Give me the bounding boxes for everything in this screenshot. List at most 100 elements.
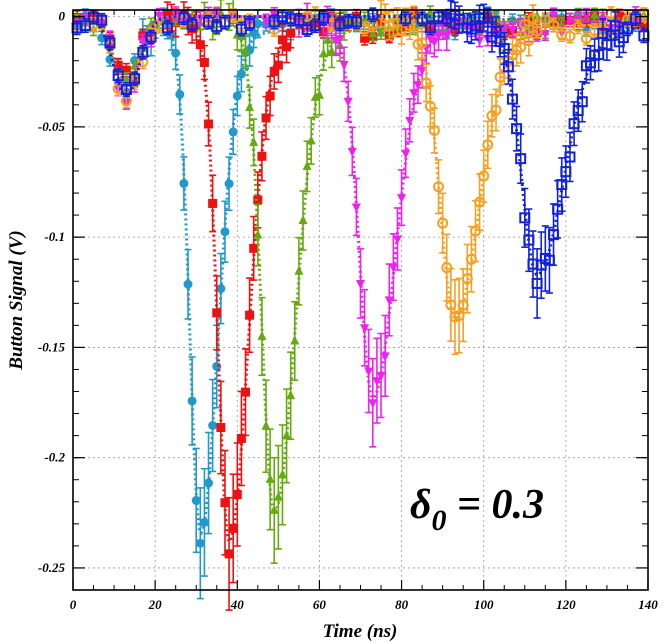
data-point bbox=[121, 73, 131, 83]
data-point bbox=[183, 279, 193, 289]
data-point bbox=[527, 12, 539, 24]
data-point bbox=[186, 19, 198, 31]
data-point bbox=[576, 96, 588, 108]
series-5 bbox=[71, 0, 650, 319]
data-point bbox=[232, 490, 242, 500]
data-point bbox=[105, 54, 115, 64]
data-point bbox=[392, 235, 402, 245]
data-point bbox=[216, 284, 226, 294]
data-point bbox=[368, 399, 378, 409]
data-point bbox=[219, 16, 231, 28]
data-point bbox=[359, 23, 371, 35]
data-point bbox=[129, 73, 141, 85]
data-point bbox=[282, 430, 292, 440]
data-point bbox=[298, 214, 308, 224]
data-point bbox=[433, 181, 445, 193]
y-tick-label: -0.05 bbox=[38, 119, 66, 134]
data-point bbox=[236, 433, 246, 443]
data-point bbox=[120, 84, 132, 96]
x-tick-label: 40 bbox=[230, 597, 245, 612]
x-tick-label: 80 bbox=[395, 597, 409, 612]
data-point bbox=[417, 66, 427, 76]
data-point bbox=[265, 473, 275, 483]
y-tick-label: -0.15 bbox=[38, 339, 66, 354]
data-point bbox=[531, 25, 543, 37]
data-point bbox=[437, 217, 449, 229]
data-point bbox=[241, 45, 250, 55]
data-point bbox=[343, 97, 353, 107]
x-tick-label: 120 bbox=[556, 597, 576, 612]
data-point bbox=[515, 41, 527, 53]
data-point bbox=[212, 11, 222, 21]
data-point bbox=[309, 20, 321, 32]
data-point bbox=[161, 22, 173, 34]
data-point bbox=[413, 81, 423, 91]
data-point bbox=[327, 45, 337, 55]
data-point bbox=[590, 9, 600, 19]
data-point bbox=[293, 14, 305, 26]
data-point bbox=[79, 20, 91, 32]
data-point bbox=[269, 504, 279, 514]
data-point bbox=[564, 151, 576, 163]
data-point bbox=[302, 160, 312, 170]
data-point bbox=[261, 420, 271, 430]
data-point bbox=[104, 37, 116, 49]
data-point bbox=[306, 135, 316, 145]
data-point bbox=[269, 66, 279, 76]
data-point bbox=[261, 17, 271, 27]
y-tick-label: 0 bbox=[59, 9, 66, 24]
data-point bbox=[245, 310, 255, 320]
data-point bbox=[212, 308, 222, 318]
data-point bbox=[286, 28, 296, 38]
data-point bbox=[290, 335, 300, 345]
data-point bbox=[232, 91, 242, 101]
data-point bbox=[364, 367, 374, 377]
data-point bbox=[145, 31, 157, 43]
data-point bbox=[372, 377, 382, 387]
delta-annotation: δ0 = 0.3 bbox=[410, 482, 544, 537]
annotation-symbol: δ bbox=[410, 482, 432, 528]
data-point bbox=[112, 70, 124, 82]
data-point bbox=[475, 36, 485, 46]
data-point bbox=[478, 170, 490, 182]
x-tick-label: 140 bbox=[638, 597, 658, 612]
data-point bbox=[154, 11, 164, 21]
data-point bbox=[277, 35, 287, 45]
data-point bbox=[121, 65, 131, 75]
data-point bbox=[401, 149, 411, 159]
data-point bbox=[347, 147, 357, 157]
data-point bbox=[199, 517, 209, 527]
data-point bbox=[425, 7, 435, 17]
data-point bbox=[195, 40, 205, 50]
y-tick-label: -0.2 bbox=[44, 450, 65, 465]
data-point bbox=[191, 495, 201, 505]
data-point bbox=[130, 60, 140, 70]
data-point bbox=[442, 32, 452, 42]
y-tick-label: -0.25 bbox=[38, 560, 66, 575]
data-point bbox=[199, 58, 209, 68]
data-point bbox=[425, 34, 435, 44]
data-point bbox=[519, 18, 531, 30]
data-point bbox=[470, 225, 481, 237]
data-point bbox=[204, 478, 214, 488]
data-point bbox=[548, 19, 560, 31]
data-point bbox=[428, 125, 440, 137]
data-point bbox=[236, 69, 246, 79]
data-point bbox=[424, 22, 436, 34]
data-point bbox=[515, 153, 527, 165]
data-point bbox=[224, 179, 234, 189]
data-point bbox=[286, 390, 296, 400]
data-point bbox=[204, 119, 214, 129]
data-point bbox=[216, 423, 226, 433]
data-point bbox=[249, 243, 259, 253]
y-axis-title: Button Signal (V) bbox=[6, 230, 27, 370]
data-point bbox=[273, 60, 283, 70]
x-tick-label: 20 bbox=[148, 597, 163, 612]
data-point bbox=[235, 23, 247, 35]
data-point bbox=[80, 13, 90, 23]
data-point bbox=[339, 60, 349, 70]
x-tick-label: 100 bbox=[474, 597, 494, 612]
data-point bbox=[241, 387, 250, 397]
data-point bbox=[245, 102, 255, 112]
data-point bbox=[282, 42, 292, 52]
